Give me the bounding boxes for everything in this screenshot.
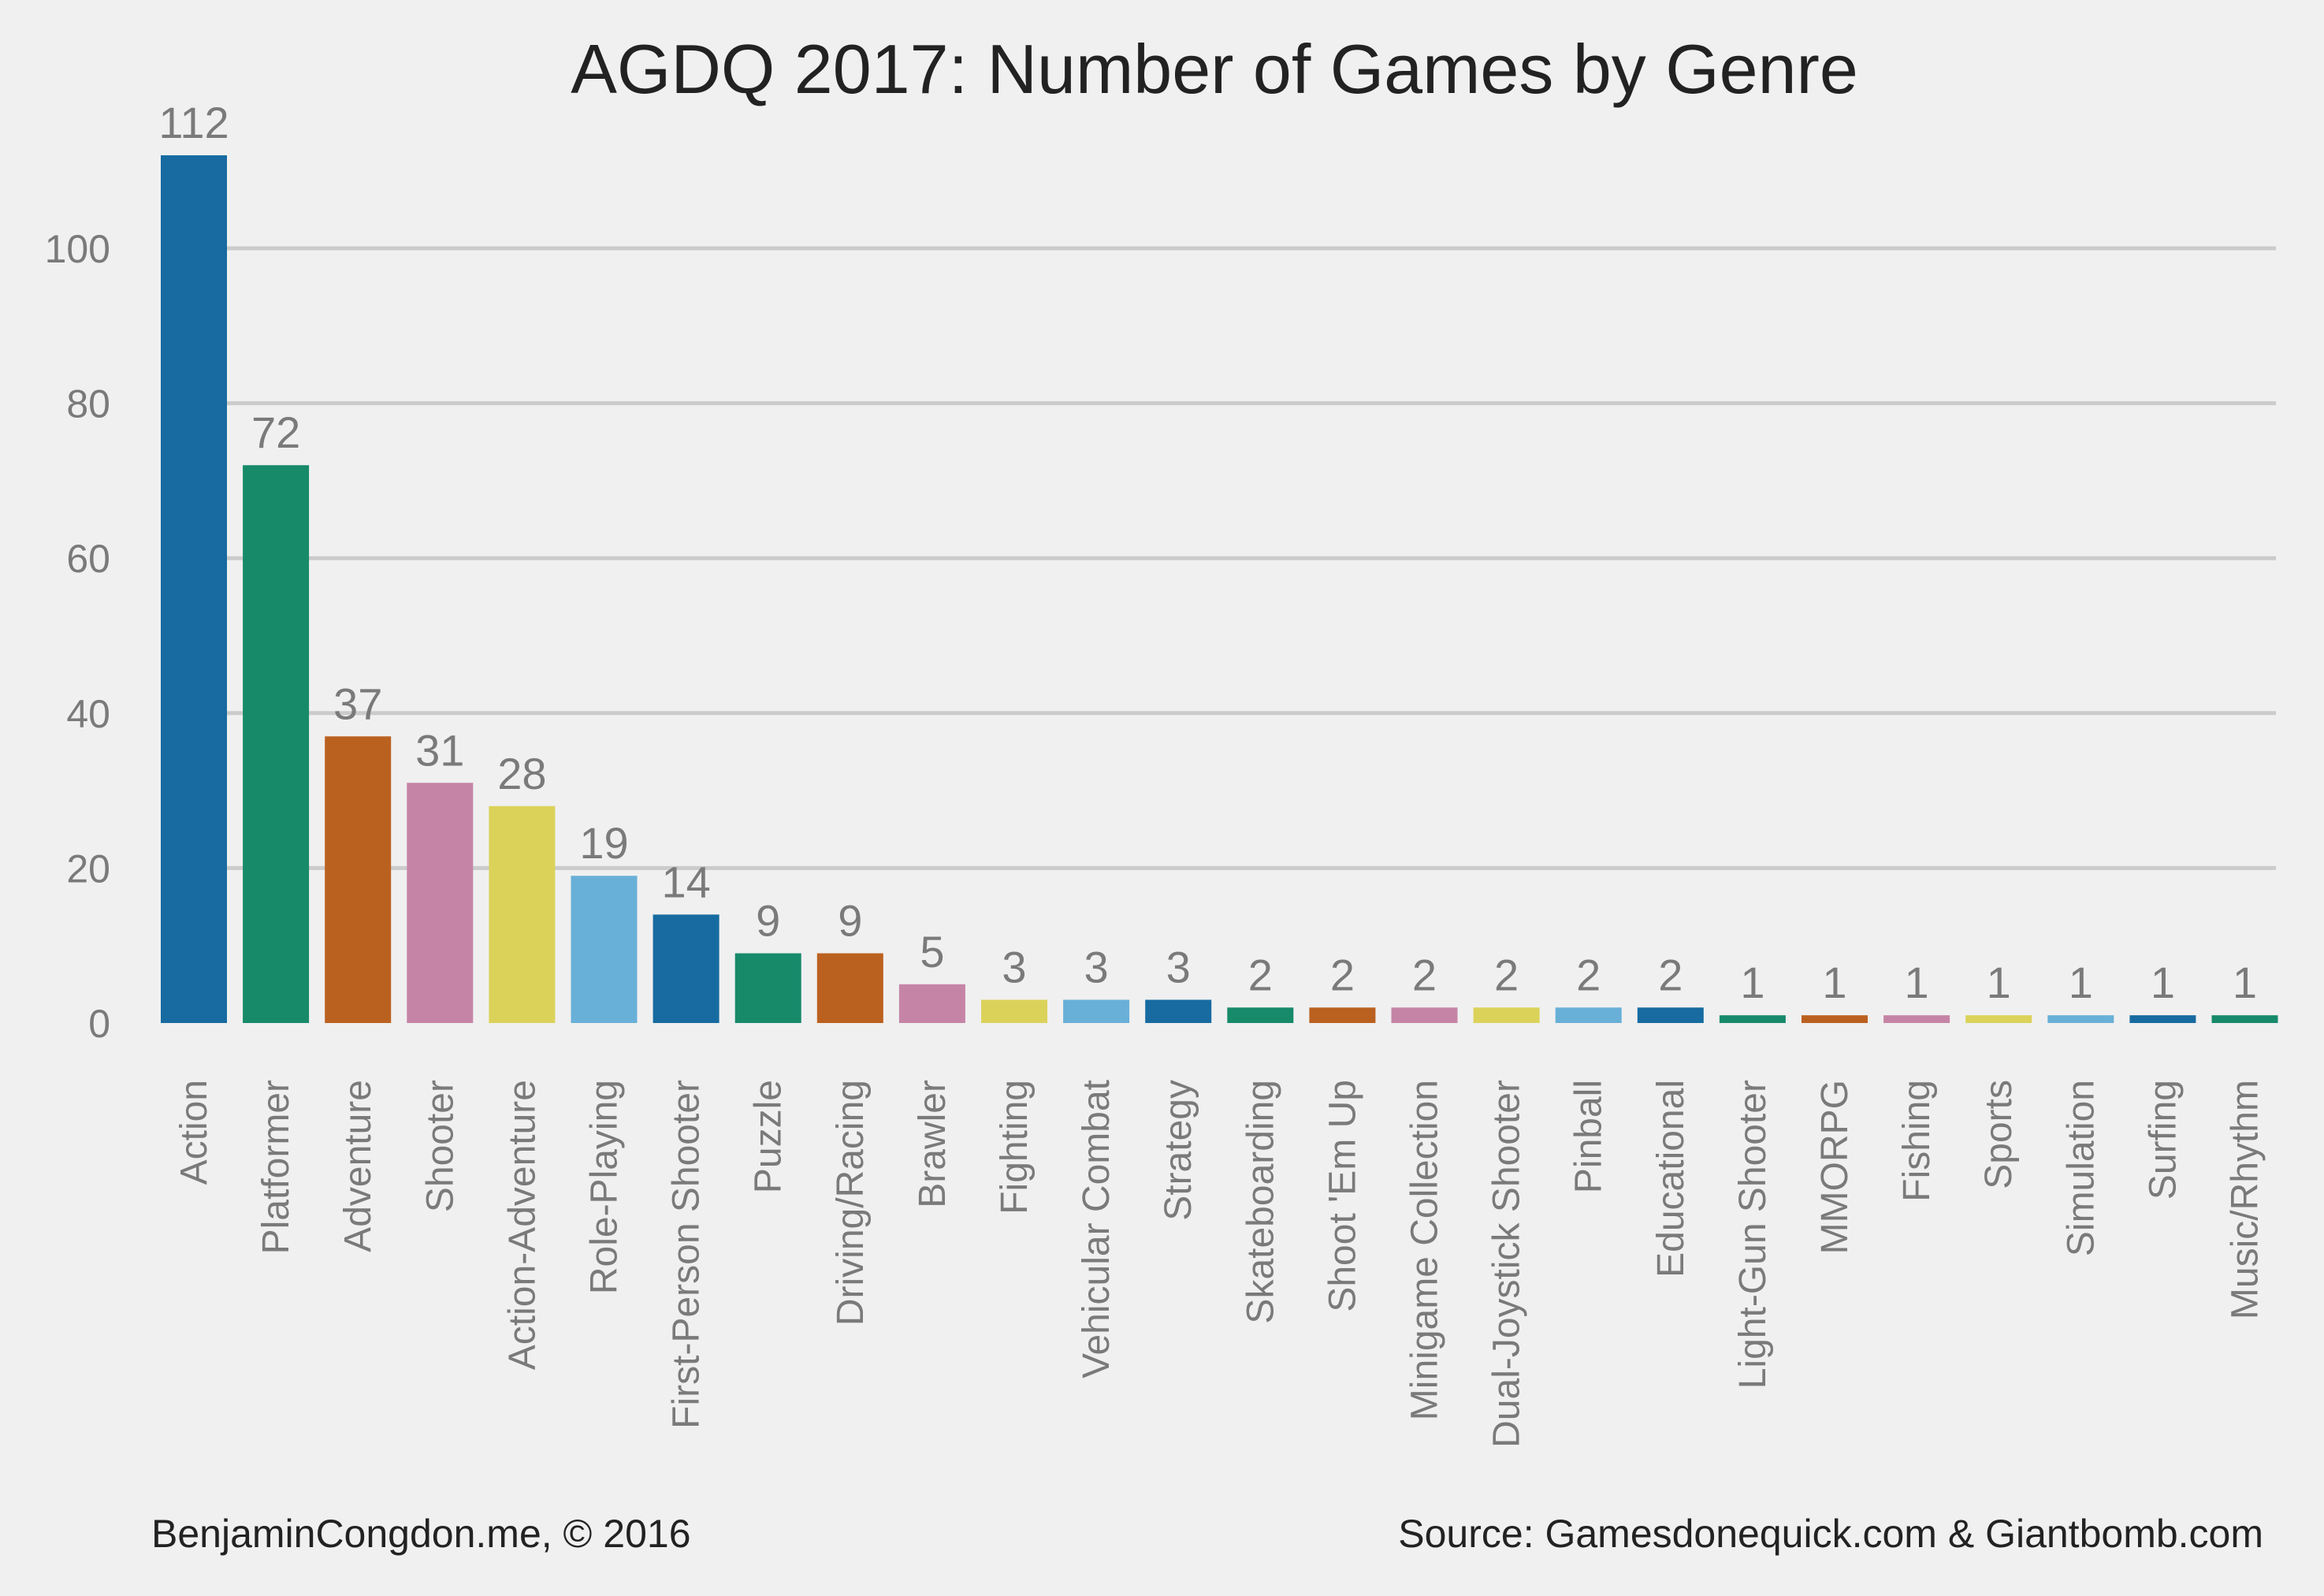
category-label: Educational <box>1650 1080 1692 1278</box>
category-label: Surfing <box>2142 1080 2184 1200</box>
bar-adventure <box>325 736 392 1023</box>
category-label: Shooter <box>419 1080 461 1212</box>
category-label: Brawler <box>912 1080 954 1208</box>
category-label: Sports <box>1978 1080 2020 1189</box>
value-label: 3 <box>1084 943 1109 992</box>
value-label: 72 <box>251 407 300 457</box>
category-label: Light-Gun Shooter <box>1732 1080 1774 1389</box>
value-label: 1 <box>1905 958 1929 1007</box>
bar-mmorpg <box>1802 1015 1868 1023</box>
category-label: Driving/Racing <box>830 1080 872 1326</box>
category-label: Shoot 'Em Up <box>1322 1080 1363 1312</box>
value-label: 2 <box>1248 950 1273 999</box>
value-label: 112 <box>158 98 229 147</box>
category-label: Dual-Joystick Shooter <box>1486 1080 1528 1448</box>
category-label: First-Person Shooter <box>666 1080 708 1429</box>
bar-strategy <box>1145 999 1212 1023</box>
value-label: 9 <box>838 896 862 946</box>
chart-title: AGDQ 2017: Number of Games by Genre <box>571 30 1858 108</box>
category-label: Pinball <box>1568 1080 1610 1193</box>
bar-brawler <box>898 984 965 1023</box>
category-label: Action-Adventure <box>501 1080 543 1370</box>
value-label: 2 <box>1330 950 1355 999</box>
bar-pinball <box>1555 1007 1622 1023</box>
value-label: 1 <box>2233 958 2257 1007</box>
value-label: 28 <box>497 749 546 798</box>
category-label: Simulation <box>2060 1080 2102 1256</box>
bar-fighting <box>981 999 1047 1023</box>
bar-action-adventure <box>489 805 556 1023</box>
bar-sports <box>1965 1015 2032 1023</box>
category-label: Puzzle <box>748 1080 790 1193</box>
bar-role-playing <box>571 876 638 1023</box>
footer-credit: BenjaminCongdon.me, © 2016 <box>151 1512 691 1556</box>
category-label: Adventure <box>337 1080 379 1252</box>
value-label: 9 <box>756 896 780 946</box>
value-label: 3 <box>1002 943 1026 992</box>
value-label: 3 <box>1166 943 1191 992</box>
value-label: 14 <box>661 857 710 906</box>
value-label: 2 <box>1576 950 1601 999</box>
bar-minigame-collection <box>1391 1007 1458 1023</box>
bar-puzzle <box>734 953 801 1023</box>
y-tick-label: 60 <box>66 537 110 581</box>
category-label: Minigame Collection <box>1404 1080 1446 1420</box>
y-tick-label: 100 <box>45 227 110 271</box>
value-labels: 112 72 37 31 28 19 14 9 9 5 3 3 3 2 2 2 2 2 2 1 1 1 1 1 1 1 <box>158 98 2257 1007</box>
bar-first-person-shooter <box>653 914 720 1023</box>
value-label: 2 <box>1412 950 1437 999</box>
category-label: Action <box>173 1080 215 1185</box>
category-label: Vehicular Combat <box>1076 1080 1117 1378</box>
bar-light-gun-shooter <box>1719 1015 1786 1023</box>
bar-music-rhythm <box>2211 1015 2278 1023</box>
bar-educational <box>1637 1007 1704 1023</box>
y-axis-ticks: 0 20 40 60 80 100 <box>45 227 110 1046</box>
value-label: 19 <box>579 818 628 868</box>
x-axis-category-labels: Action Platformer Adventure Shooter Action-A… <box>173 1080 2266 1448</box>
bar-action <box>161 155 227 1023</box>
value-label: 1 <box>1740 958 1764 1007</box>
value-label: 1 <box>1987 958 2011 1007</box>
category-label: MMORPG <box>1814 1080 1856 1254</box>
value-label: 1 <box>2069 958 2093 1007</box>
bar-shoot-em-up <box>1309 1007 1376 1023</box>
footer-source: Source: Gamesdonequick.com & Giantbomb.c… <box>1398 1512 2263 1556</box>
bar-driving-racing <box>816 953 883 1023</box>
bar-shooter <box>407 783 474 1023</box>
category-label: Strategy <box>1158 1080 1199 1221</box>
category-label: Role-Playing <box>584 1080 626 1294</box>
bar-platformer <box>243 465 310 1023</box>
bar-surfing <box>2129 1015 2196 1023</box>
category-label: Fishing <box>1896 1080 1938 1202</box>
bar-vehicular-combat <box>1063 999 1130 1023</box>
gridlines <box>224 246 2276 870</box>
bar-fishing <box>1883 1015 1950 1023</box>
category-label: Platformer <box>255 1080 297 1254</box>
value-label: 2 <box>1658 950 1683 999</box>
value-label: 31 <box>415 725 464 775</box>
value-label: 37 <box>333 679 382 728</box>
value-label: 5 <box>920 927 944 977</box>
value-label: 2 <box>1494 950 1519 999</box>
category-label: Fighting <box>994 1080 1036 1215</box>
bar-dual-joystick-shooter <box>1473 1007 1540 1023</box>
y-tick-label: 0 <box>88 1002 110 1046</box>
y-tick-label: 20 <box>66 846 110 891</box>
y-tick-label: 80 <box>66 382 110 426</box>
bar-skateboarding <box>1227 1007 1294 1023</box>
value-label: 1 <box>2151 958 2175 1007</box>
y-tick-label: 40 <box>66 692 110 736</box>
bar-simulation <box>2047 1015 2114 1023</box>
value-label: 1 <box>1822 958 1846 1007</box>
bars <box>161 155 2278 1023</box>
category-label: Music/Rhythm <box>2225 1080 2266 1319</box>
category-label: Skateboarding <box>1240 1080 1281 1324</box>
